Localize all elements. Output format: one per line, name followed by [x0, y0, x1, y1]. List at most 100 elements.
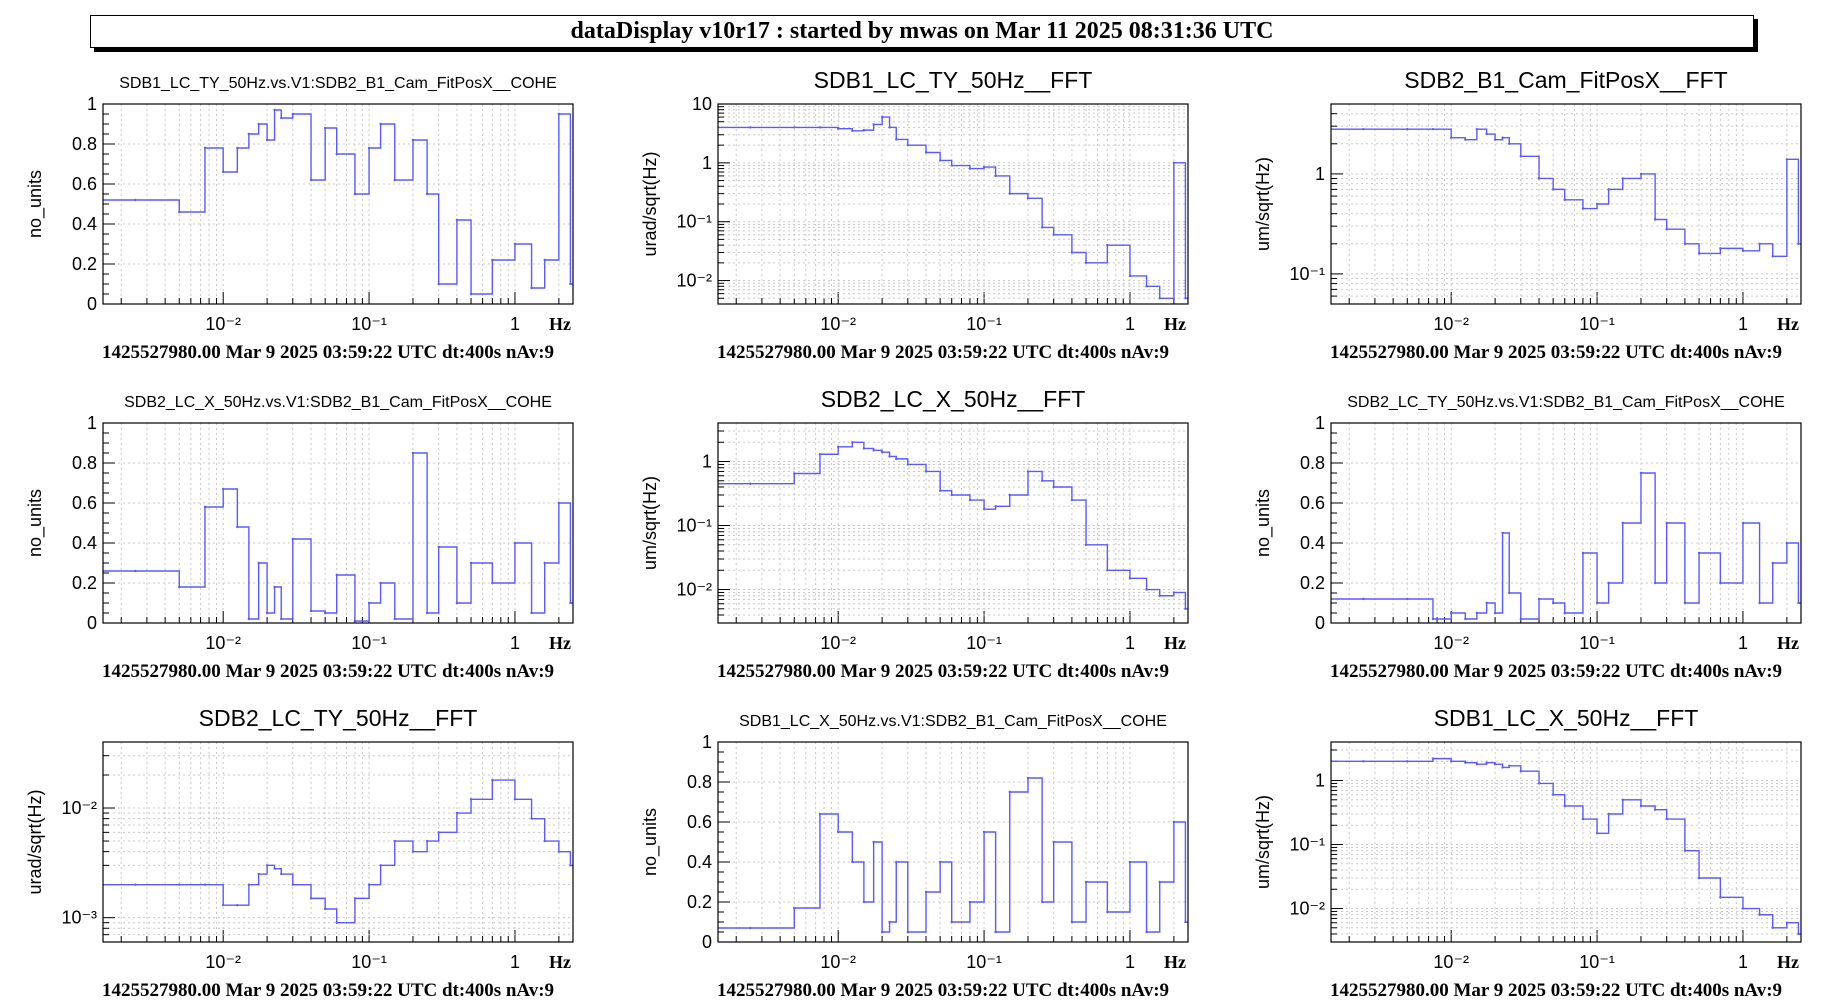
- data-point: [1607, 812, 1610, 816]
- data-point: [513, 541, 517, 545]
- data-point: [1508, 142, 1511, 145]
- chart-footer: 1425527980.00 Mar 9 2025 03:59:22 UTC dt…: [1330, 980, 1782, 1001]
- data-point: [968, 900, 972, 904]
- chart-panel: 0 0.2 0.4 0.6 0.8 1 10⁻² 10⁻¹ 1 Hz no_units SDB1_LC…: [25, 75, 574, 363]
- data-point: [818, 812, 822, 816]
- data-point: [1621, 798, 1624, 801]
- x-axis-label: Hz: [1164, 314, 1186, 334]
- data-point: [367, 883, 371, 886]
- data-point: [513, 798, 517, 801]
- data-point: [1493, 138, 1497, 141]
- chart-panel: 10⁻² 10⁻¹ 1 10 10⁻² 10⁻¹ 1 Hz urad/sqrt(Hz) SDB1_…: [640, 67, 1189, 363]
- data-point: [491, 778, 494, 782]
- data-point: [888, 126, 891, 129]
- data-point: [323, 126, 327, 130]
- data-point: [1683, 601, 1687, 605]
- data-point: [1758, 242, 1761, 245]
- plot-frame: [717, 422, 1189, 624]
- data-point: [491, 258, 494, 262]
- y-tick-label: 10: [692, 94, 712, 114]
- data-point: [1052, 485, 1055, 489]
- chart-panel: 10⁻¹ 1 10⁻² 10⁻¹ 1 Hz um/sqrt(Hz) SDB2_B1_Cam_F…: [1253, 67, 1802, 363]
- y-tick-label: 1: [87, 413, 97, 433]
- y-axis-label: um/sqrt(Hz): [1253, 795, 1273, 889]
- data-point: [793, 126, 796, 129]
- x-axis-label: Hz: [1777, 952, 1799, 972]
- data-point: [851, 441, 854, 444]
- data-point: [247, 883, 251, 886]
- data-point: [1771, 255, 1774, 258]
- data-point: [994, 930, 997, 934]
- data-point: [1158, 594, 1161, 597]
- data-point: [938, 860, 942, 864]
- x-tick-label: 10⁻¹: [1579, 952, 1615, 972]
- data-point: [543, 839, 546, 843]
- data-point: [1145, 285, 1148, 288]
- y-tick-label: 1: [1315, 413, 1325, 433]
- data-point: [1070, 251, 1074, 254]
- data-point: [1697, 876, 1701, 880]
- x-tick-label: 10⁻¹: [966, 952, 1002, 972]
- data-point: [968, 167, 972, 170]
- plot-frame: [102, 103, 574, 305]
- y-tick-label: 1: [702, 153, 712, 173]
- data-point: [1128, 577, 1132, 580]
- data-point: [1406, 597, 1409, 601]
- data-point: [178, 210, 181, 214]
- data-point: [1449, 611, 1453, 615]
- data-point: [1431, 617, 1435, 621]
- data-point: [862, 447, 866, 450]
- y-axis-label: urad/sqrt(Hz): [25, 789, 45, 894]
- data-point: [393, 617, 396, 621]
- data-point: [379, 581, 382, 585]
- data-point: [1595, 832, 1599, 835]
- data-point: [247, 132, 251, 136]
- data-point: [265, 611, 269, 615]
- x-axis-label: Hz: [1777, 633, 1799, 653]
- data-point: [1519, 617, 1522, 621]
- data-point: [1464, 617, 1467, 621]
- data-point: [1785, 921, 1789, 924]
- x-tick-label: 10⁻²: [820, 314, 856, 334]
- data-point: [309, 609, 313, 613]
- data-point: [1493, 611, 1497, 615]
- y-axis-label: um/sqrt(Hz): [1253, 157, 1273, 251]
- x-tick-label: 10⁻²: [820, 952, 856, 972]
- series-line: [1331, 128, 1801, 257]
- chart-footer: 1425527980.00 Mar 9 2025 03:59:22 UTC dt…: [717, 661, 1169, 682]
- data-point: [1128, 274, 1132, 278]
- data-point: [836, 830, 840, 834]
- data-point: [906, 143, 909, 147]
- y-tick-label: 10⁻¹: [676, 516, 712, 536]
- y-tick-label: 10⁻¹: [1289, 835, 1325, 855]
- data-point: [1128, 860, 1132, 864]
- y-tick-label: 0.2: [687, 892, 712, 912]
- data-point: [335, 921, 338, 924]
- chart-panel: 10⁻² 10⁻¹ 1 10⁻² 10⁻¹ 1 Hz um/sqrt(Hz) SDB1_LC_X…: [1253, 705, 1802, 1001]
- data-point: [1008, 493, 1011, 497]
- data-point: [437, 282, 440, 286]
- data-point: [994, 505, 997, 508]
- data-point: [1771, 926, 1774, 930]
- data-point: [1431, 127, 1435, 131]
- x-axis-label: Hz: [1164, 952, 1186, 972]
- data-point: [557, 850, 561, 853]
- y-tick-label: 0.8: [687, 772, 712, 792]
- data-point: [309, 178, 313, 182]
- data-point: [1741, 249, 1745, 253]
- x-tick-label: 10⁻¹: [966, 633, 1002, 653]
- data-point: [379, 864, 382, 867]
- data-point: [880, 115, 884, 119]
- data-point: [569, 282, 572, 286]
- data-point: [1145, 588, 1148, 591]
- y-axis-label: no_units: [25, 489, 46, 557]
- data-point: [1172, 161, 1176, 165]
- x-tick-label: 10⁻²: [205, 314, 241, 334]
- x-axis-label: Hz: [549, 952, 571, 972]
- data-point: [1653, 581, 1657, 585]
- y-tick-label: 0.6: [1300, 493, 1325, 513]
- data-point: [291, 537, 294, 541]
- data-point: [257, 122, 260, 126]
- data-point: [938, 489, 942, 492]
